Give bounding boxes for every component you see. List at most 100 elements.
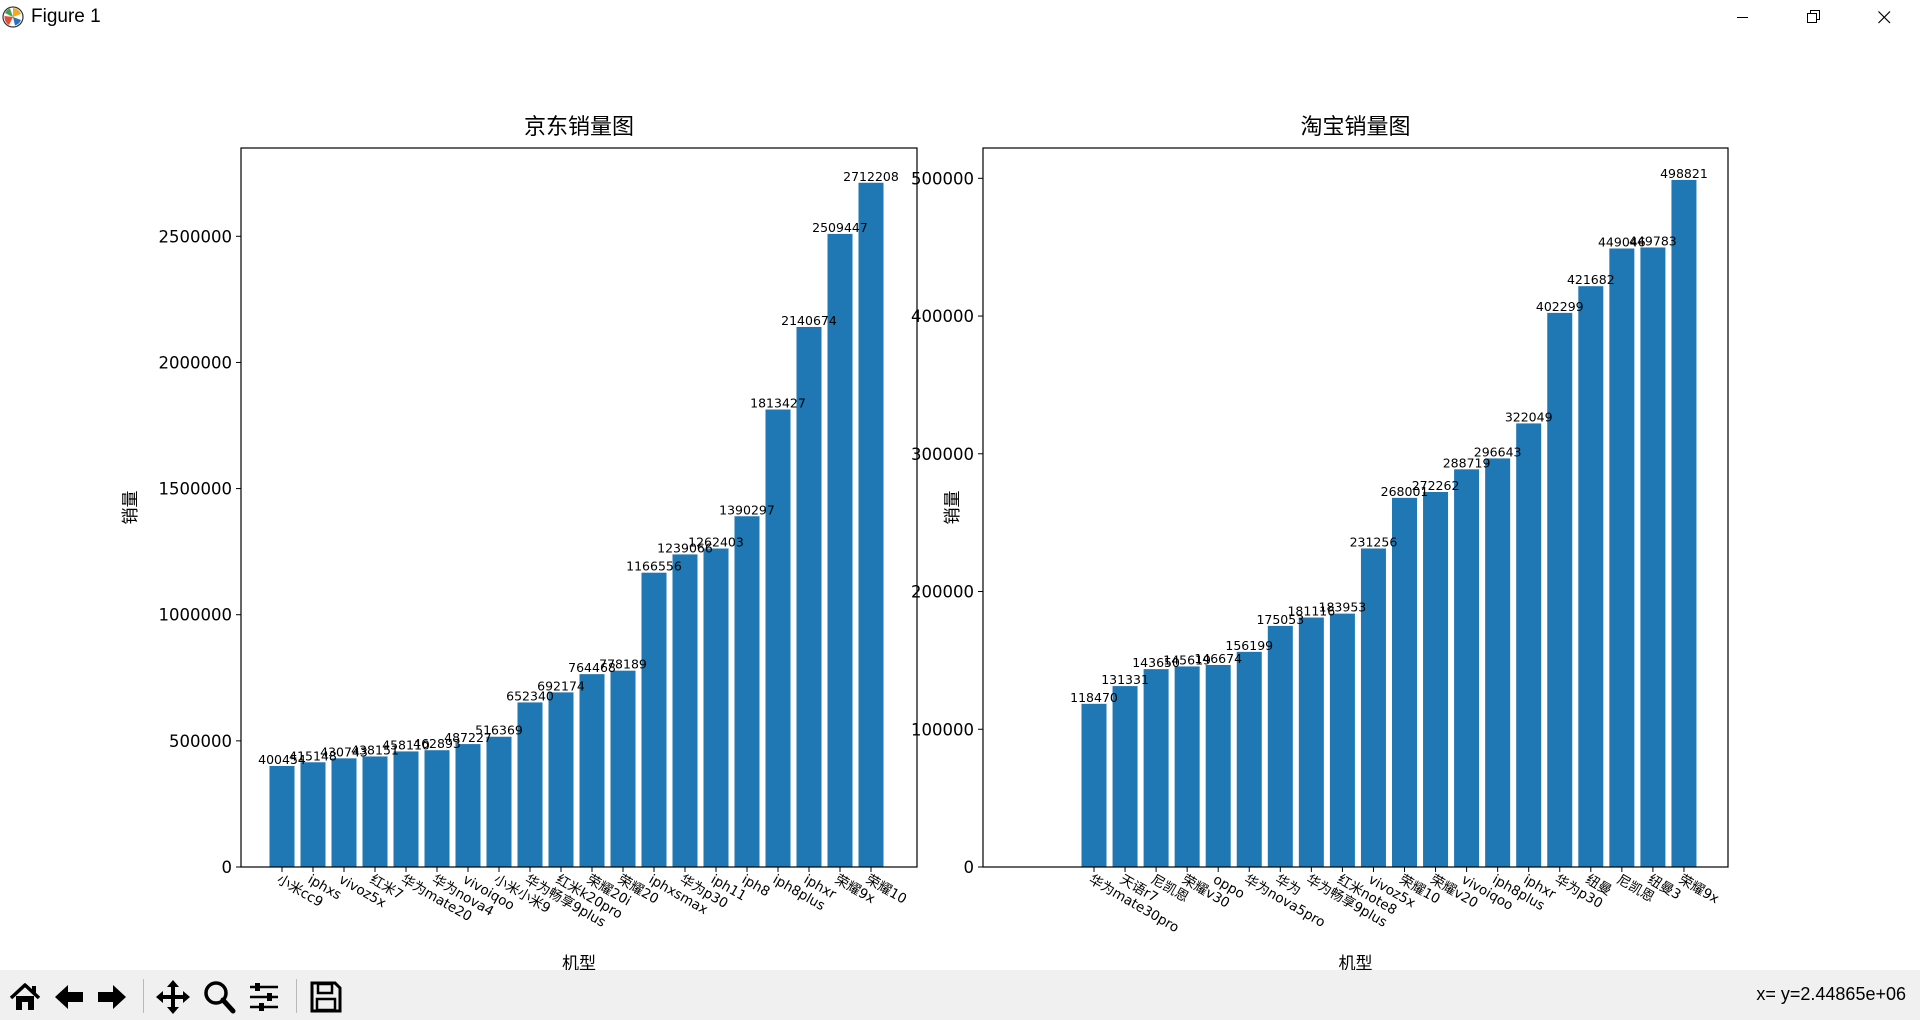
pan-icon: [156, 980, 190, 1014]
chart1-data-label: 415148: [289, 748, 337, 763]
chart1-ytick-label: 500000: [169, 732, 232, 751]
minimize-icon: [1737, 17, 1748, 18]
chart2-ylabel: 销量: [943, 491, 963, 525]
chart2-bar: [1298, 617, 1324, 867]
chart1-data-label: 1390297: [719, 502, 775, 517]
chart1-bar: [486, 736, 512, 867]
matplotlib-logo-icon: [2, 6, 24, 28]
chart1-bar: [300, 762, 326, 867]
chart1-bar: [796, 326, 822, 868]
back-button[interactable]: [49, 977, 89, 1017]
home-button[interactable]: [5, 977, 45, 1017]
chart2-data-label: 146674: [1194, 651, 1242, 666]
chart2-data-label: 181116: [1287, 604, 1335, 619]
save-button[interactable]: [306, 977, 346, 1017]
chart1-data-label: 1813427: [750, 396, 806, 411]
chart2-data-label: 449046: [1598, 234, 1646, 249]
close-icon: [1878, 11, 1891, 24]
chart2-ytick-label: 100000: [911, 720, 974, 739]
chart2-axes-frame: [982, 147, 1729, 868]
chart1-axes-frame: [240, 147, 918, 868]
chart2-data-label: 131331: [1101, 672, 1149, 687]
chart1-data-label: 487227: [444, 730, 492, 745]
chart2-data-label: 231256: [1350, 534, 1398, 549]
chart2-bar: [1671, 179, 1697, 867]
chart1-bar: [331, 758, 357, 867]
configure-subplots-button[interactable]: [244, 977, 284, 1017]
chart1-ytick-label: 0: [222, 858, 233, 877]
pan-button[interactable]: [153, 977, 193, 1017]
chart2-bar: [1112, 686, 1138, 867]
chart1-bar: [455, 744, 481, 867]
chart1-bar: [858, 182, 884, 867]
chart1-bar: [610, 670, 636, 867]
toolbar-separator: [296, 979, 297, 1013]
chart2-bar: [1516, 423, 1542, 867]
title-bar: Figure 1: [0, 0, 1920, 35]
window-title: Figure 1: [31, 6, 101, 27]
chart2-data-label: 143650: [1132, 655, 1180, 670]
chart1-ytick-label: 2500000: [159, 227, 233, 246]
chart2-ytick-label: 500000: [911, 169, 974, 188]
chart2-bar: [1236, 651, 1262, 867]
chart2-bar: [1174, 666, 1200, 867]
restore-button[interactable]: [1784, 0, 1842, 35]
chart2-bar: [1329, 613, 1355, 867]
chart1-bar: [548, 692, 574, 867]
chart1-bar: [734, 516, 760, 867]
figure-canvas[interactable]: 400454 415148 430743 438151 458110 462893 4872…: [0, 35, 1920, 974]
chart2-data-label: 183953: [1319, 600, 1367, 615]
chart2-bar: [1609, 248, 1635, 867]
restore-icon: [1807, 10, 1820, 23]
chart1-ytick-label: 1000000: [159, 606, 233, 625]
chart1-bar: [393, 751, 419, 867]
chart2-bar: [1423, 491, 1449, 867]
figure-svg: 4004544151484307434381514581104628934872…: [121, 115, 1729, 974]
zoom-button[interactable]: [199, 977, 239, 1017]
chart2-xlabel: 机型: [1339, 954, 1373, 970]
chart2-bar: [1392, 497, 1417, 867]
chart2-ytick-label: 0: [964, 858, 975, 877]
chart1-bar: [579, 674, 605, 867]
forward-arrow-icon: [98, 985, 126, 1009]
chart2-bar: [1205, 664, 1231, 867]
chart2-data-label: 322049: [1505, 409, 1553, 424]
chart2-title: 淘宝销量图: [1300, 115, 1410, 140]
chart1-ytick-label: 1500000: [159, 480, 233, 499]
chart2-bar: [1485, 458, 1511, 867]
close-button[interactable]: [1855, 0, 1913, 35]
chart2-bar: [1454, 469, 1480, 867]
chart2-bar: [1360, 548, 1386, 867]
chart1-data-label: 778189: [599, 657, 647, 672]
minimize-button[interactable]: [1713, 0, 1771, 35]
chart1-data-label: 692174: [537, 678, 585, 693]
chart1-ylabel: 销量: [121, 491, 141, 525]
chart1-data-label: 764468: [568, 660, 616, 675]
zoom-icon: [204, 981, 236, 1014]
chart2-data-label: 268001: [1381, 484, 1429, 499]
save-icon: [310, 981, 342, 1013]
chart1-data-label: 438151: [351, 742, 399, 757]
chart1-bar: [765, 409, 791, 867]
chart1-data-label: 2140674: [781, 313, 837, 328]
forward-button[interactable]: [92, 977, 132, 1017]
chart1-data-label: 1166556: [626, 559, 682, 574]
chart1-data-label: 400454: [258, 752, 306, 767]
chart1-bar: [641, 572, 667, 867]
chart2-bar: [1640, 247, 1666, 867]
chart2-data-label: 272262: [1412, 478, 1460, 493]
chart1-data-label: 652340: [506, 688, 554, 703]
chart1-ytick-label: 2000000: [159, 353, 233, 372]
chart2-ytick-label: 200000: [911, 583, 974, 602]
chart2-data-label: 118470: [1070, 690, 1118, 705]
chart1-data-label: 430743: [320, 744, 368, 759]
chart1-title: 京东销量图: [524, 115, 634, 140]
chart1-data-label: 1239066: [657, 540, 713, 555]
chart1-bar: [424, 750, 450, 867]
chart2-data-label: 175053: [1256, 612, 1304, 627]
chart2-bar: [1547, 312, 1573, 868]
chart2-data-label: 145619: [1163, 652, 1211, 667]
chart1-data-label: 2509447: [812, 220, 868, 235]
chart1-bar: [703, 548, 729, 867]
chart1-data-label: 2712208: [843, 169, 899, 184]
